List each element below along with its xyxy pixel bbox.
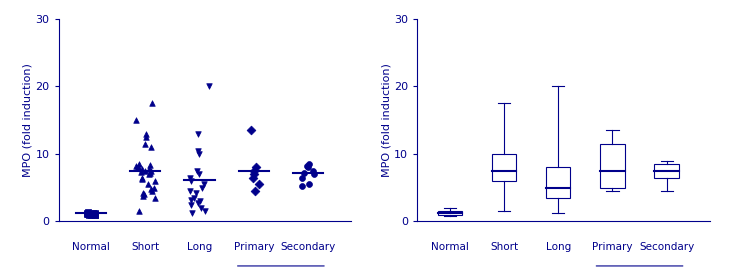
Point [200, 209, 212, 213]
Point [144, 171, 156, 175]
Point [145, 187, 157, 191]
Point [149, 195, 161, 200]
Point [302, 165, 313, 170]
Point [146, 101, 158, 105]
Point [304, 162, 315, 166]
Point [136, 177, 148, 181]
Point [89, 211, 100, 215]
Text: Normal: Normal [72, 242, 110, 252]
Bar [438, 211, 462, 215]
Bar [492, 154, 516, 181]
Point [86, 212, 98, 217]
Point [135, 170, 147, 174]
Y-axis label: MPO (fold induction): MPO (fold induction) [381, 63, 392, 177]
Text: Short: Short [131, 242, 160, 252]
Point [186, 211, 198, 215]
Point [82, 211, 94, 216]
Point [138, 194, 149, 198]
Bar [654, 164, 679, 178]
Point [250, 165, 261, 170]
Point [203, 84, 214, 89]
Bar [600, 144, 624, 188]
Point [146, 189, 157, 193]
Point [296, 176, 308, 180]
Point [198, 182, 210, 186]
Point [193, 148, 204, 153]
Point [149, 179, 160, 183]
Point [82, 210, 94, 214]
Point [247, 176, 259, 180]
Text: Secondary: Secondary [280, 242, 335, 252]
Point [83, 212, 95, 217]
Point [143, 167, 154, 172]
Text: Normal: Normal [431, 242, 468, 252]
Point [89, 212, 101, 217]
Point [186, 179, 198, 183]
Point [139, 141, 151, 146]
Text: Primary: Primary [234, 242, 274, 252]
Point [296, 184, 307, 188]
Point [81, 211, 93, 215]
Text: Primary: Primary [592, 242, 632, 252]
Point [195, 206, 207, 210]
Text: Secondary: Secondary [639, 242, 694, 252]
Point [191, 168, 203, 173]
Point [132, 165, 143, 170]
Point [299, 171, 310, 175]
Point [192, 200, 203, 205]
Point [188, 195, 200, 200]
Bar [546, 167, 570, 198]
Point [142, 182, 154, 186]
Point [184, 176, 196, 180]
Point [194, 199, 206, 203]
Y-axis label: MPO (fold induction): MPO (fold induction) [23, 63, 33, 177]
Point [81, 212, 93, 217]
Point [253, 182, 265, 186]
Text: Long: Long [545, 242, 571, 252]
Point [250, 189, 261, 193]
Point [87, 211, 99, 215]
Point [145, 145, 157, 149]
Point [192, 131, 203, 136]
Point [248, 168, 260, 173]
Point [130, 164, 142, 168]
Point [83, 212, 95, 216]
Point [135, 167, 147, 171]
Point [138, 191, 149, 195]
Point [132, 162, 144, 166]
Point [302, 164, 313, 168]
Point [185, 198, 197, 202]
Point [245, 128, 257, 133]
Point [89, 213, 101, 218]
Point [132, 165, 144, 170]
Point [146, 169, 157, 174]
Point [140, 131, 152, 136]
Point [130, 118, 141, 122]
Text: Short: Short [490, 242, 518, 252]
Point [149, 185, 160, 190]
Point [307, 168, 319, 173]
Point [141, 135, 152, 139]
Point [193, 172, 205, 176]
Point [248, 172, 260, 176]
Point [303, 182, 315, 186]
Point [143, 172, 155, 176]
Point [308, 172, 320, 176]
Point [139, 168, 151, 173]
Point [184, 189, 196, 193]
Point [190, 191, 201, 195]
Point [136, 176, 148, 180]
Text: Long: Long [187, 242, 212, 252]
Point [86, 212, 97, 217]
Point [89, 212, 100, 216]
Point [196, 185, 208, 190]
Point [193, 152, 205, 156]
Point [145, 163, 157, 167]
Point [138, 192, 150, 197]
Point [133, 209, 145, 213]
Point [185, 202, 197, 207]
